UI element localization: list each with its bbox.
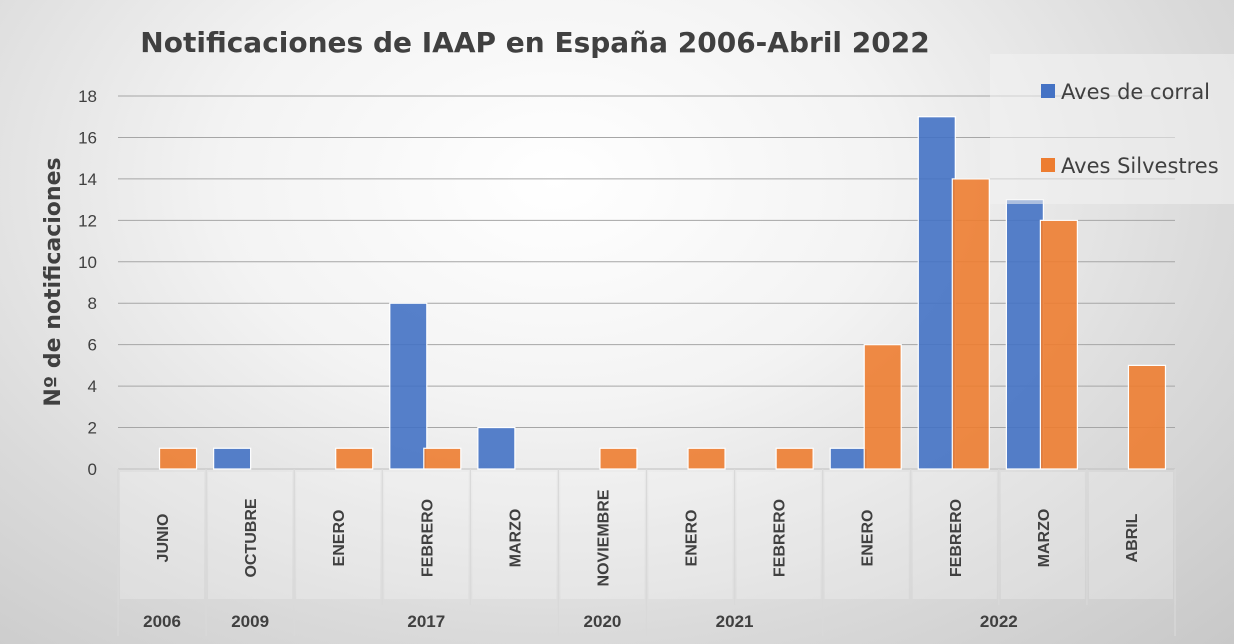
bar-aves-silvestres (775, 447, 814, 470)
legend-label: Aves de corral (1061, 80, 1210, 104)
year-label: 2017 (407, 612, 445, 631)
month-cell (1088, 472, 1173, 599)
legend: Aves de corral Aves Silvestres (990, 54, 1234, 204)
month-cell (120, 472, 205, 599)
y-tick-label: 2 (88, 419, 97, 438)
bar-aves-silvestres (599, 447, 638, 470)
bar-aves-silvestres (951, 178, 990, 470)
bar-aves-de-corral (213, 447, 252, 470)
bar-aves-silvestres (1039, 219, 1078, 470)
y-tick-label: 6 (88, 336, 97, 355)
y-tick-label: 18 (78, 87, 97, 106)
x-tick-label: MARZO (1036, 509, 1053, 568)
bar-aves-de-corral (917, 116, 956, 470)
y-tick-label: 0 (88, 460, 97, 479)
bar-aves-silvestres (335, 447, 374, 470)
month-cell (296, 472, 381, 599)
x-tick-label: ENERO (860, 510, 877, 567)
y-axis-label: Nº de notificaciones (41, 157, 66, 406)
bar-aves-silvestres (687, 447, 726, 470)
x-tick-label: ENERO (684, 510, 701, 567)
x-tick-label: MARZO (507, 509, 524, 568)
y-tick-label: 10 (78, 253, 97, 272)
x-tick-label: FEBRERO (772, 499, 789, 577)
y-tick-label: 16 (78, 128, 97, 147)
x-tick-label: JUNIO (155, 514, 172, 563)
legend-label: Aves Silvestres (1061, 154, 1219, 178)
x-tick-label: FEBRERO (419, 499, 436, 577)
bar-aves-silvestres (1127, 364, 1167, 470)
month-cell (648, 472, 733, 599)
year-label: 2009 (231, 612, 269, 631)
year-label: 2020 (584, 612, 622, 631)
y-tick-label: 14 (78, 170, 97, 189)
bars (158, 116, 1167, 470)
bar-aves-de-corral (1005, 199, 1044, 470)
month-cell (472, 472, 557, 599)
month-cell (384, 472, 469, 599)
legend-box (990, 54, 1234, 204)
x-tick-label: ABRIL (1124, 513, 1141, 562)
month-cell (1000, 472, 1085, 599)
bar-aves-de-corral (389, 302, 428, 470)
y-tick-label: 12 (78, 211, 97, 230)
year-label: 2006 (143, 612, 181, 631)
month-cell (736, 472, 821, 599)
month-cell (560, 472, 645, 599)
bar-aves-de-corral (477, 426, 516, 470)
month-cell (824, 472, 909, 599)
x-tick-label: NOVIEMBRE (595, 489, 612, 586)
month-cell (208, 472, 293, 599)
x-axis: JUNIO OCTUBRE ENERO FEBRERO MARZO NOVIEMBRE EN… (117, 469, 1176, 636)
legend-swatch (1041, 84, 1055, 98)
bar-aves-silvestres (423, 447, 462, 470)
bar-aves-silvestres (158, 447, 198, 470)
year-label: 2021 (716, 612, 754, 631)
y-tick-labels: 0 2 4 6 8 10 12 14 16 18 (78, 87, 97, 479)
x-tick-label: FEBRERO (948, 499, 965, 577)
x-tick-label: OCTUBRE (243, 498, 260, 577)
chart-title: Notificaciones de IAAP en España 2006-Ab… (140, 26, 929, 59)
month-cell (912, 472, 997, 599)
bar-aves-silvestres (863, 344, 902, 470)
y-tick-label: 8 (88, 294, 97, 313)
legend-swatch (1041, 158, 1055, 172)
x-tick-label: ENERO (331, 510, 348, 567)
bar-aves-de-corral (829, 447, 868, 470)
year-label: 2022 (980, 612, 1018, 631)
y-tick-label: 4 (88, 377, 97, 396)
